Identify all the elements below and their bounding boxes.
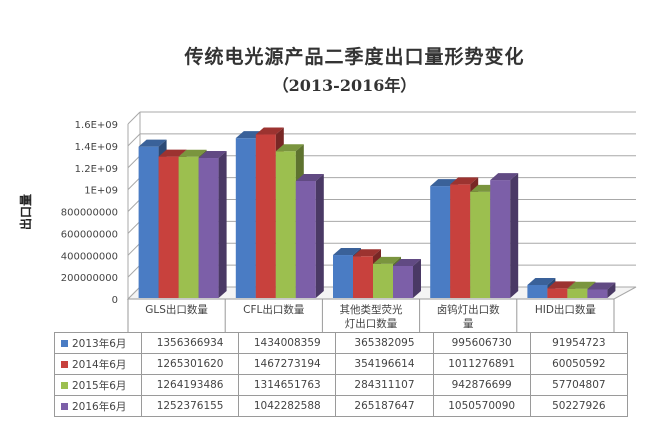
table-row: 2016年6月 1252376155 1042282588 265187647 1050…	[54, 395, 628, 417]
table-row: 2013年6月 1356366934 1434008359 365382095 9956…	[54, 332, 628, 354]
legend-key: 2013年6月	[54, 332, 142, 354]
bar	[490, 173, 519, 298]
legend-swatch-icon	[61, 402, 68, 410]
chart-subtitle: （2013-2016年）	[272, 76, 417, 95]
data-table: 2013年6月 1356366934 1434008359 365382095 9956…	[54, 332, 628, 417]
series-label: 2016年6月	[72, 400, 127, 413]
table-cell: 60050592	[529, 353, 628, 375]
table-cell: 1314651763	[238, 374, 337, 396]
legend-swatch-icon	[61, 339, 68, 347]
y-tick-label: 400000000	[61, 251, 118, 262]
table-cell: 1264193486	[140, 374, 240, 396]
bar	[198, 151, 227, 298]
y-tick-label: 1.2E+09	[75, 164, 118, 175]
y-tick-label: 1.4E+09	[75, 142, 118, 153]
series-label: 2014年6月	[72, 358, 127, 371]
y-tick-label: 200000000	[61, 273, 118, 284]
category-label: 其他类型荧光 灯出口数量	[339, 304, 403, 330]
y-tick-label: 1.6E+09	[75, 120, 118, 131]
legend-swatch-icon	[61, 381, 68, 389]
bar	[587, 282, 616, 298]
table-cell: 1252376155	[140, 395, 240, 417]
table-cell: 995606730	[432, 332, 531, 354]
legend-key: 2016年6月	[54, 395, 142, 417]
legend-key: 2015年6月	[54, 374, 142, 396]
bar	[393, 258, 421, 298]
table-row: 2014年6月 1265301620 1467273194 354196614 1011…	[54, 353, 628, 375]
table-cell: 942876699	[432, 374, 531, 396]
table-cell: 1434008359	[238, 332, 337, 354]
table-cell: 1467273194	[238, 353, 337, 375]
table-cell: 91954723	[529, 332, 628, 354]
table-cell: 1042282588	[238, 395, 337, 417]
table-cell: 365382095	[335, 332, 434, 354]
table-cell: 284311107	[335, 374, 434, 396]
category-label: HID出口数量	[534, 304, 596, 316]
table-cell: 50227926	[529, 395, 628, 417]
table-cell: 1050570090	[432, 395, 531, 417]
y-tick-label: 600000000	[61, 229, 118, 240]
legend-swatch-icon	[61, 360, 68, 368]
category-label: GLS出口数量	[145, 304, 208, 316]
series-label: 2013年6月	[72, 337, 127, 350]
bar	[295, 174, 324, 298]
table-cell: 265187647	[335, 395, 434, 417]
y-tick-label: 1E+09	[84, 186, 118, 197]
bar	[527, 277, 556, 298]
legend-key: 2014年6月	[54, 353, 142, 375]
category-label: CFL出口数量	[243, 304, 305, 316]
y-tick-label: 800000000	[61, 208, 118, 219]
table-cell: 1356366934	[140, 332, 240, 354]
chart-title: 传统电光源产品二季度出口量形势变化	[184, 46, 525, 68]
series-label: 2015年6月	[72, 379, 127, 392]
table-row: 2015年6月 1264193486 1314651763 284311107 9428…	[54, 374, 628, 396]
y-tick-label: 0	[112, 295, 118, 306]
table-cell: 1011276891	[432, 353, 531, 375]
table-cell: 1265301620	[140, 353, 240, 375]
table-cell: 57704807	[529, 374, 628, 396]
category-label: 卤钨灯出口数量	[436, 304, 500, 330]
y-axis-label: 出口量	[18, 194, 33, 230]
table-cell: 354196614	[335, 353, 434, 375]
